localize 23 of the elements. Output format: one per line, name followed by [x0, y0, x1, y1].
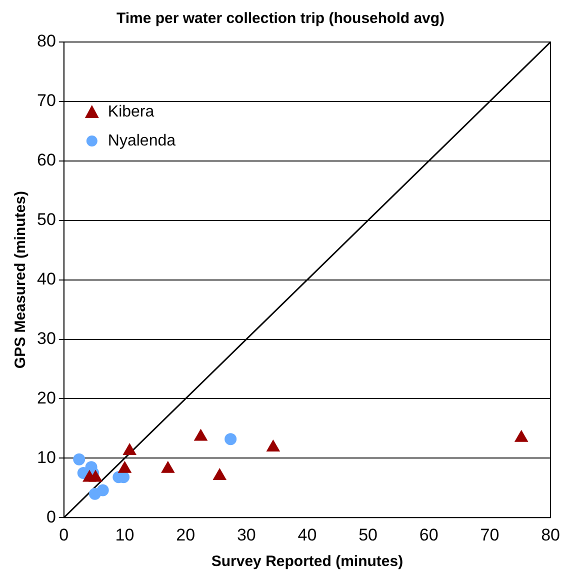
- x-tick-label: 60: [419, 525, 438, 544]
- x-tick-label: 80: [541, 525, 560, 544]
- x-tick-label: 0: [59, 525, 69, 544]
- x-tick-label: 40: [298, 525, 317, 544]
- x-tick-label: 70: [480, 525, 500, 544]
- y-axis-title: GPS Measured (minutes): [12, 191, 30, 369]
- y-tick-label: 50: [36, 210, 56, 230]
- x-tick-label: 20: [176, 525, 196, 544]
- legend-label: Kibera: [108, 103, 154, 120]
- y-tick-label: 40: [36, 269, 56, 288]
- y-tick-label: 80: [36, 32, 56, 51]
- chart-title: Time per water collection trip (household avg): [116, 10, 445, 28]
- x-tick-label: 10: [115, 525, 134, 544]
- y-tick-label: 70: [36, 91, 56, 110]
- y-tick-label: 10: [36, 448, 56, 467]
- x-tick-label: 30: [236, 525, 256, 544]
- x-tick-label: 50: [358, 525, 378, 544]
- legend-label: Nyalenda: [108, 132, 176, 150]
- y-tick-label: 0: [46, 507, 56, 526]
- y-tick-label: 60: [36, 150, 56, 170]
- y-tick-label: 20: [36, 388, 56, 408]
- y-tick-label: 30: [36, 328, 56, 348]
- x-axis-title: Survey Reported (minutes): [211, 553, 404, 570]
